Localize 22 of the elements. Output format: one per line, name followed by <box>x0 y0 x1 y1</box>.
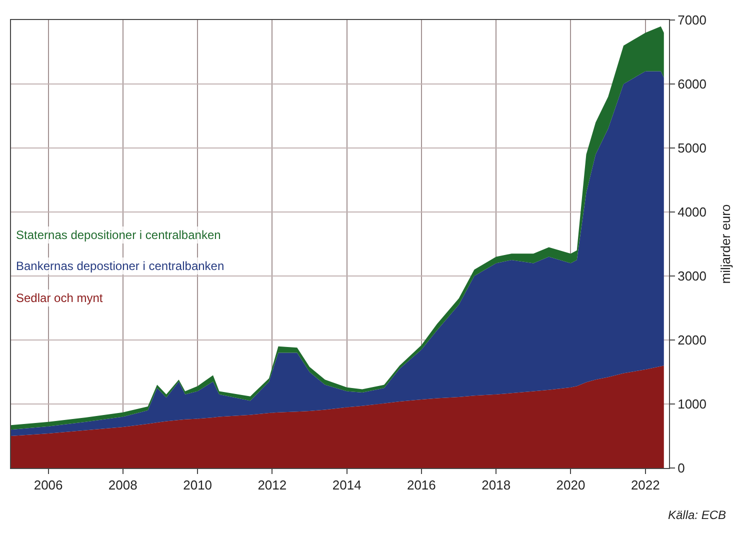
y-axis-title: miljarder euro <box>718 204 734 284</box>
y-tick-label: 3000 <box>678 268 707 284</box>
x-tick-label: 2014 <box>332 478 362 493</box>
y-tick-label: 5000 <box>678 140 707 156</box>
text: Staternas depositioner i centralbanken <box>16 228 221 242</box>
y-tick-label: 1000 <box>678 396 707 412</box>
x-tick-label: 2018 <box>482 478 511 493</box>
x-tick-label: 2016 <box>406 478 436 493</box>
y-tick-label: 7000 <box>678 12 707 28</box>
y-tick-label: 6000 <box>678 76 707 92</box>
x-tick-label: 2022 <box>630 478 660 493</box>
x-tick-label: 2008 <box>108 478 138 493</box>
x-tick-label: 2010 <box>183 478 212 493</box>
y-tick-label: 0 <box>678 460 685 476</box>
y-tick-label: 4000 <box>678 204 707 220</box>
y-tick-label: 2000 <box>678 332 707 348</box>
text: Källa: ECB <box>668 508 726 522</box>
text: Bankernas depostioner i centralbanken <box>16 259 224 273</box>
x-tick-label: 2006 <box>34 478 63 493</box>
x-tick-label: 2012 <box>258 478 287 493</box>
x-tick-label: 2020 <box>556 478 586 493</box>
text: Sedlar och mynt <box>16 291 104 305</box>
